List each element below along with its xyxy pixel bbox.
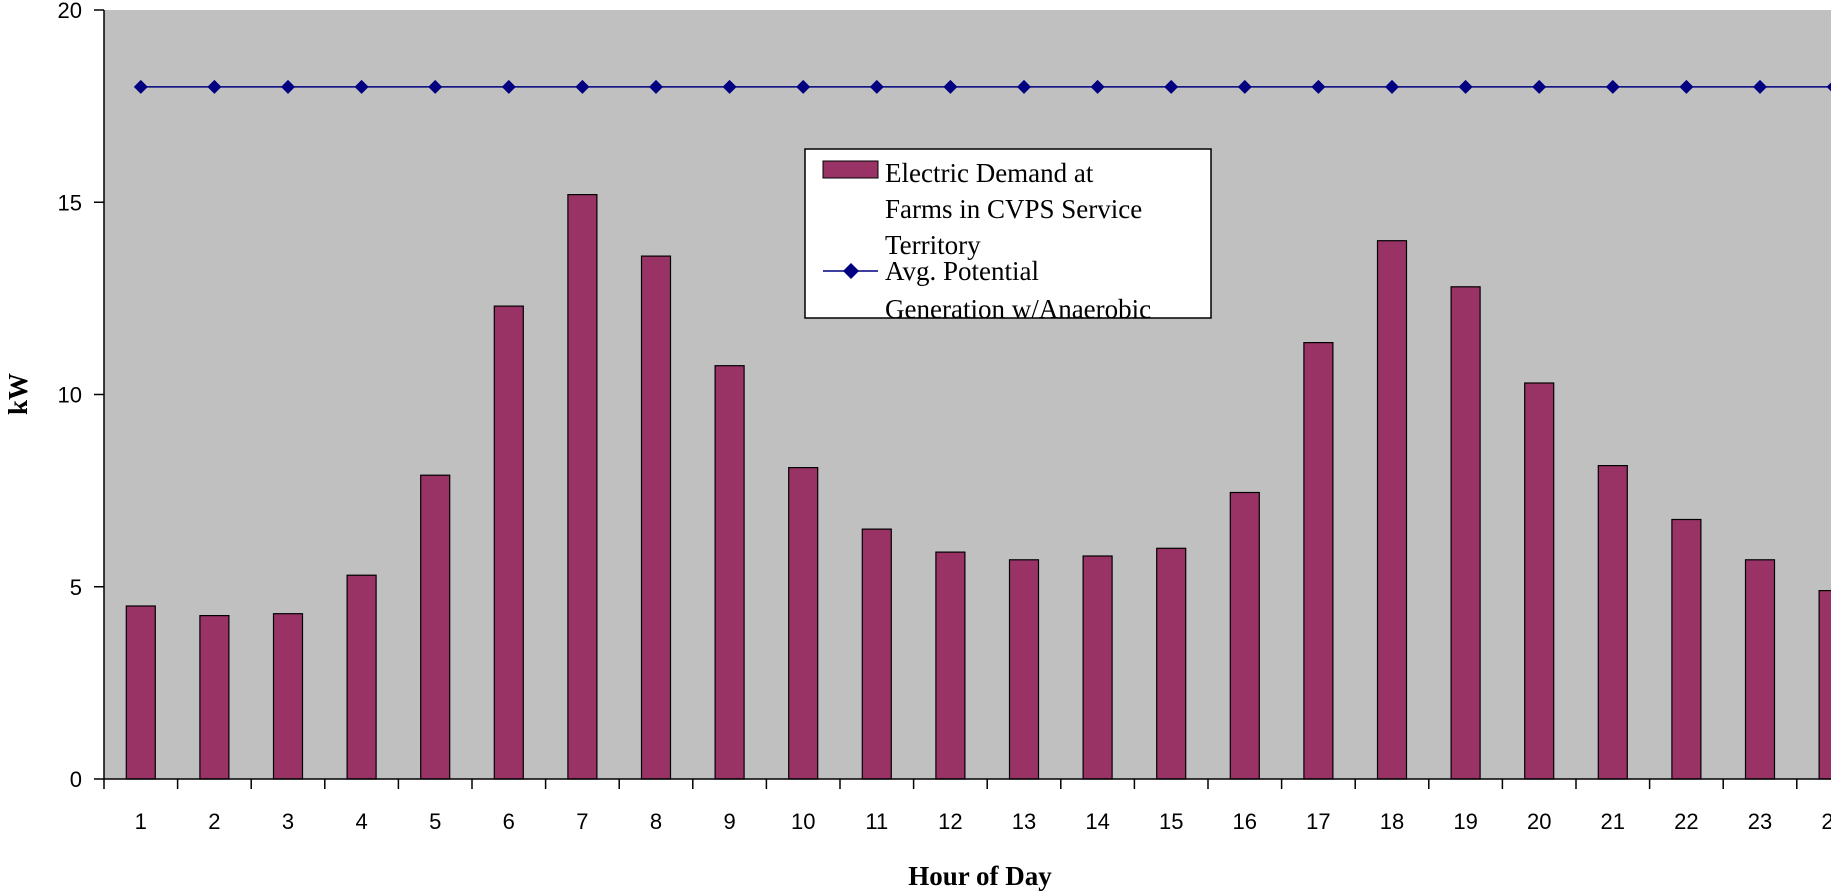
legend-label-demand: Electric Demand at Farms in CVPS Service… xyxy=(885,158,1149,260)
x-tick-label: 24 xyxy=(1821,809,1831,834)
bar xyxy=(272,613,304,780)
y-tick-label: 15 xyxy=(58,190,82,215)
line-series xyxy=(133,79,1831,94)
x-tick-label: 21 xyxy=(1601,809,1625,834)
x-tick-label: 14 xyxy=(1085,809,1109,834)
line-point xyxy=(1385,79,1399,94)
bar xyxy=(1156,547,1187,780)
line-point xyxy=(1605,79,1620,94)
line-point xyxy=(133,79,148,94)
x-tick-label: 16 xyxy=(1233,809,1257,834)
line-point xyxy=(207,79,222,94)
bar xyxy=(420,474,451,780)
bar xyxy=(1671,518,1702,780)
legend-label-demand-line-1: Electric Demand at xyxy=(885,158,1094,188)
line-point xyxy=(428,79,443,94)
x-tick-label: 13 xyxy=(1012,809,1036,834)
bar xyxy=(1082,555,1113,780)
y-tick-label: 10 xyxy=(58,383,82,408)
y-axis-title: kW xyxy=(3,373,33,415)
legend: Electric Demand at Farms in CVPS Service… xyxy=(804,148,1212,324)
line-point xyxy=(943,79,958,94)
legend-swatch-demand xyxy=(822,160,879,179)
line-point xyxy=(1017,79,1031,94)
legend-label-demand-line-2: Farms in CVPS Service xyxy=(885,194,1142,224)
bar xyxy=(125,605,156,780)
x-tick-label: 9 xyxy=(723,809,735,834)
line-point xyxy=(501,79,516,94)
x-tick-label: 18 xyxy=(1380,809,1404,834)
bar xyxy=(1229,491,1260,780)
x-tick-label: 23 xyxy=(1748,809,1772,834)
x-axis-title: Hour of Day xyxy=(908,861,1052,891)
legend-label-generation: Avg. Potential Generation w/Anaerobic xyxy=(885,256,1151,324)
bar xyxy=(1818,589,1831,780)
bar xyxy=(1744,559,1776,780)
line-point xyxy=(1237,79,1252,94)
line-point xyxy=(1090,79,1105,94)
x-tick-label: 19 xyxy=(1453,809,1477,834)
x-tick-label: 3 xyxy=(282,809,294,834)
bar xyxy=(640,255,672,780)
bar xyxy=(1303,342,1334,780)
x-tick-label: 7 xyxy=(576,809,588,834)
line-point xyxy=(869,79,884,94)
line-point xyxy=(1753,79,1767,94)
x-tick-label: 20 xyxy=(1527,809,1551,834)
x-tick-label: 5 xyxy=(429,809,441,834)
bar xyxy=(714,365,745,780)
bar xyxy=(346,574,377,780)
line-point xyxy=(1532,79,1547,94)
x-tick-label: 2 xyxy=(208,809,220,834)
line-point xyxy=(281,79,295,94)
x-tick-label: 15 xyxy=(1159,809,1183,834)
line-point xyxy=(1311,79,1326,94)
x-tick-label: 11 xyxy=(865,809,888,834)
x-tick-label: 17 xyxy=(1306,809,1330,834)
legend-label-generation-line-1: Avg. Potential xyxy=(885,256,1039,286)
line-point xyxy=(354,79,369,94)
x-tick-label: 8 xyxy=(650,809,662,834)
x-axis-ticks: 123456789101112131415161718192021222324 xyxy=(103,779,1831,834)
line-point xyxy=(1458,79,1473,94)
y-axis-ticks: 0 5 10 15 20 xyxy=(58,0,104,792)
line-point xyxy=(722,79,737,94)
bar xyxy=(788,467,819,780)
bar-series xyxy=(125,194,1831,780)
x-tick-label: 22 xyxy=(1674,809,1698,834)
x-tick-label: 12 xyxy=(938,809,962,834)
bar xyxy=(935,551,966,780)
bar xyxy=(567,194,598,780)
line-point xyxy=(649,79,663,94)
bar xyxy=(1008,559,1040,780)
line-point xyxy=(1679,79,1694,94)
x-tick-label: 6 xyxy=(503,809,515,834)
legend-label-generation-line-2: Generation w/Anaerobic xyxy=(885,294,1151,324)
line-point xyxy=(1164,79,1179,94)
bar xyxy=(861,528,892,780)
bar xyxy=(1376,240,1408,780)
y-tick-label: 20 xyxy=(58,0,82,23)
line-point xyxy=(1826,82,1831,92)
x-tick-label: 1 xyxy=(135,809,147,834)
y-tick-label: 5 xyxy=(70,575,82,600)
line-point xyxy=(575,79,590,94)
y-tick-label: 0 xyxy=(70,767,82,792)
legend-marker-generation xyxy=(843,263,859,279)
bar xyxy=(1597,465,1628,780)
bar xyxy=(1524,382,1555,780)
legend-label-demand-line-3: Territory xyxy=(885,230,981,260)
bar xyxy=(1450,286,1481,780)
bar xyxy=(493,305,524,780)
line-point xyxy=(796,79,811,94)
bar xyxy=(199,614,230,780)
x-tick-label: 10 xyxy=(791,809,815,834)
x-tick-label: 4 xyxy=(355,809,367,834)
